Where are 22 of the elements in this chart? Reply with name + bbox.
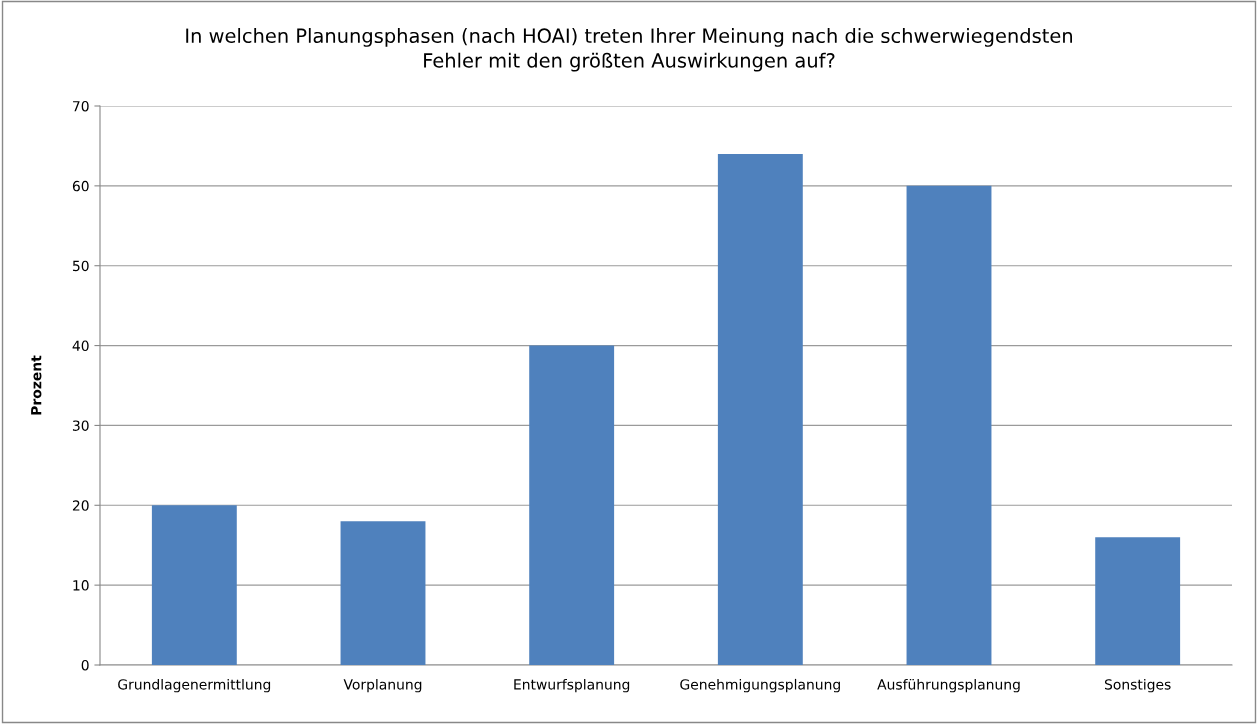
bar (1095, 537, 1181, 665)
y-tick-label: 70 (73, 100, 89, 112)
bar (906, 185, 992, 665)
x-tick-label: Ausführungsplanung (877, 678, 1020, 693)
y-tick-label: 40 (72, 340, 89, 352)
y-tick-label: 10 (73, 580, 89, 591)
y-tick-label: 30 (72, 420, 89, 431)
x-tick-label: Vorplanung (343, 678, 422, 693)
y-tick-label: 50 (72, 260, 89, 272)
bar (529, 345, 615, 665)
y-tick-label: 0 (81, 659, 89, 671)
y-tick-label: 20 (72, 500, 89, 511)
y-tick-label: 60 (72, 180, 89, 192)
bar (340, 521, 426, 665)
y-axis-title: Prozent (31, 355, 42, 415)
bar (151, 505, 237, 665)
x-tick-label: Grundlagenermittlung (118, 678, 271, 693)
chart-title: In welchen Planungsphasen (nach HOAI) treten Ihrer Meinung nach die schwerwiegendsten Fehler mit den größten Auswirkungen auf? (186, 28, 1072, 72)
x-tick-label: Entwurfsplanung (514, 678, 630, 693)
x-tick-label: Sonstiges (1104, 678, 1171, 693)
bar (717, 153, 803, 665)
x-tick-label: Genehmigungsplanung (680, 678, 840, 693)
